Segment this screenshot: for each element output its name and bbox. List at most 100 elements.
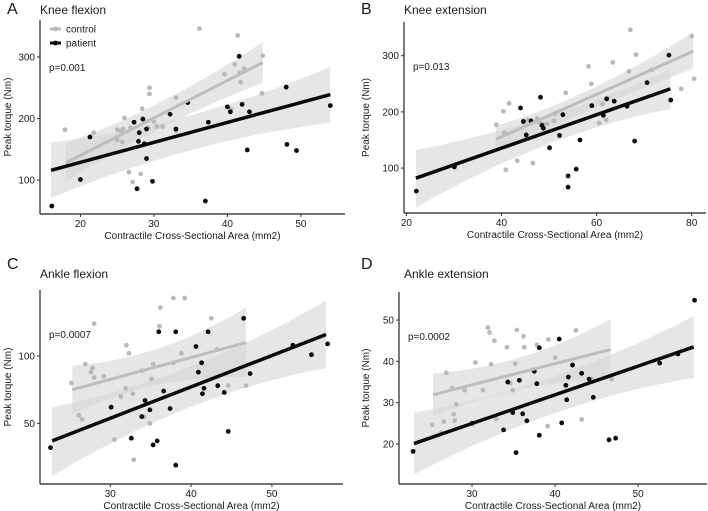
x-tick-label: 50 <box>633 489 645 500</box>
control-point <box>451 411 457 417</box>
control-point <box>173 95 179 100</box>
panel-c: C Ankle flexion 30 40 50 50 100 Contractile Cro… <box>3 256 343 511</box>
control-point <box>492 338 497 344</box>
x-tick-label: 80 <box>686 218 698 229</box>
control-point <box>126 169 132 175</box>
patient-point <box>236 53 242 59</box>
control-point <box>123 385 129 391</box>
patient-point <box>147 407 153 413</box>
patient-point <box>173 126 179 132</box>
y-tick-label: 200 <box>382 107 399 118</box>
patient-point <box>134 186 140 192</box>
patient-point <box>413 188 419 194</box>
p-value-annotation: p=0.013 <box>413 62 450 73</box>
panel-b: B Knee extension 20 40 60 80 100 200 300 Contract… <box>361 1 706 241</box>
patient-point <box>501 427 507 433</box>
control-point <box>472 360 478 366</box>
patient-point <box>547 145 552 151</box>
panel-letter: C <box>7 256 19 273</box>
y-tick-label: 30 <box>383 398 395 409</box>
control-point <box>521 344 527 350</box>
panel-letter: D <box>361 256 373 273</box>
patient-point <box>563 382 569 388</box>
control-point <box>514 158 520 164</box>
patient-point <box>154 438 160 444</box>
patient-point <box>573 166 579 172</box>
patient-point <box>536 432 542 438</box>
x-tick-label: 50 <box>295 219 307 230</box>
control-point <box>626 69 632 74</box>
patient-point <box>523 132 529 138</box>
patient-point <box>534 381 540 387</box>
control-point <box>235 32 241 38</box>
patient-point <box>201 385 207 391</box>
patient-point <box>611 98 617 104</box>
x-tick-label: 50 <box>266 489 278 500</box>
patient-point <box>167 406 173 411</box>
control-point <box>238 79 244 85</box>
x-tick-label: 60 <box>591 218 603 229</box>
x-tick-label: 40 <box>496 218 508 229</box>
x-axis-label: Contractile Cross-Sectional Area (mm2) <box>103 501 279 511</box>
control-point <box>510 387 516 393</box>
p-value-annotation: p=0.001 <box>49 63 86 74</box>
patient-point <box>590 394 596 400</box>
control-point <box>130 179 136 185</box>
patient-point <box>632 138 638 144</box>
y-axis-label: Peak torque (Nm) <box>3 78 14 157</box>
patient-point <box>221 389 227 395</box>
patient-point <box>144 156 149 161</box>
patient-point <box>560 112 566 118</box>
control-point <box>131 457 137 463</box>
panel-title: Knee flexion <box>40 3 106 17</box>
control-point <box>91 375 97 380</box>
control-point <box>441 419 447 425</box>
patient-point <box>167 111 173 117</box>
patient-point <box>108 404 114 410</box>
control-point <box>182 295 188 301</box>
control-point <box>596 120 602 126</box>
patient-regression-line <box>415 87 671 180</box>
control-point <box>157 323 162 329</box>
patient-point <box>565 173 571 179</box>
patient-regression-line <box>50 92 331 172</box>
patient-point <box>586 376 592 382</box>
control-point <box>588 81 594 87</box>
control-point <box>101 373 107 379</box>
patient-point <box>536 345 542 351</box>
patient-point <box>195 369 201 375</box>
y-tick-label: 40 <box>383 357 395 368</box>
control-point <box>546 337 551 342</box>
patient-point <box>556 336 562 342</box>
control-point <box>500 108 506 114</box>
control-point <box>149 376 154 382</box>
patient-point <box>692 297 697 303</box>
y-tick-label: 300 <box>382 51 399 62</box>
legend: control patient <box>50 25 96 50</box>
p-value-annotation: p=0.0007 <box>49 330 91 341</box>
x-tick-label: 20 <box>401 218 413 229</box>
patient-point <box>202 198 208 204</box>
control-point <box>443 370 449 376</box>
control-point <box>88 369 94 375</box>
control-point <box>208 315 214 321</box>
control-point <box>259 90 265 96</box>
patient-point <box>520 119 526 124</box>
control-point <box>139 106 145 112</box>
control-point <box>514 327 520 333</box>
x-tick-label: 40 <box>222 219 234 230</box>
control-point <box>138 171 144 177</box>
patient-point <box>557 133 562 138</box>
control-point <box>91 130 97 136</box>
patient-point <box>520 411 526 417</box>
patient-point <box>577 137 583 143</box>
y-axis-label: Peak torque (Nm) <box>361 78 372 157</box>
patient-point <box>87 134 93 140</box>
control-point <box>154 124 160 129</box>
patient-point <box>128 435 134 441</box>
control-point <box>573 328 579 333</box>
x-tick-label: 20 <box>75 219 87 230</box>
patient-point <box>513 450 519 456</box>
y-tick-label: 50 <box>383 316 395 327</box>
